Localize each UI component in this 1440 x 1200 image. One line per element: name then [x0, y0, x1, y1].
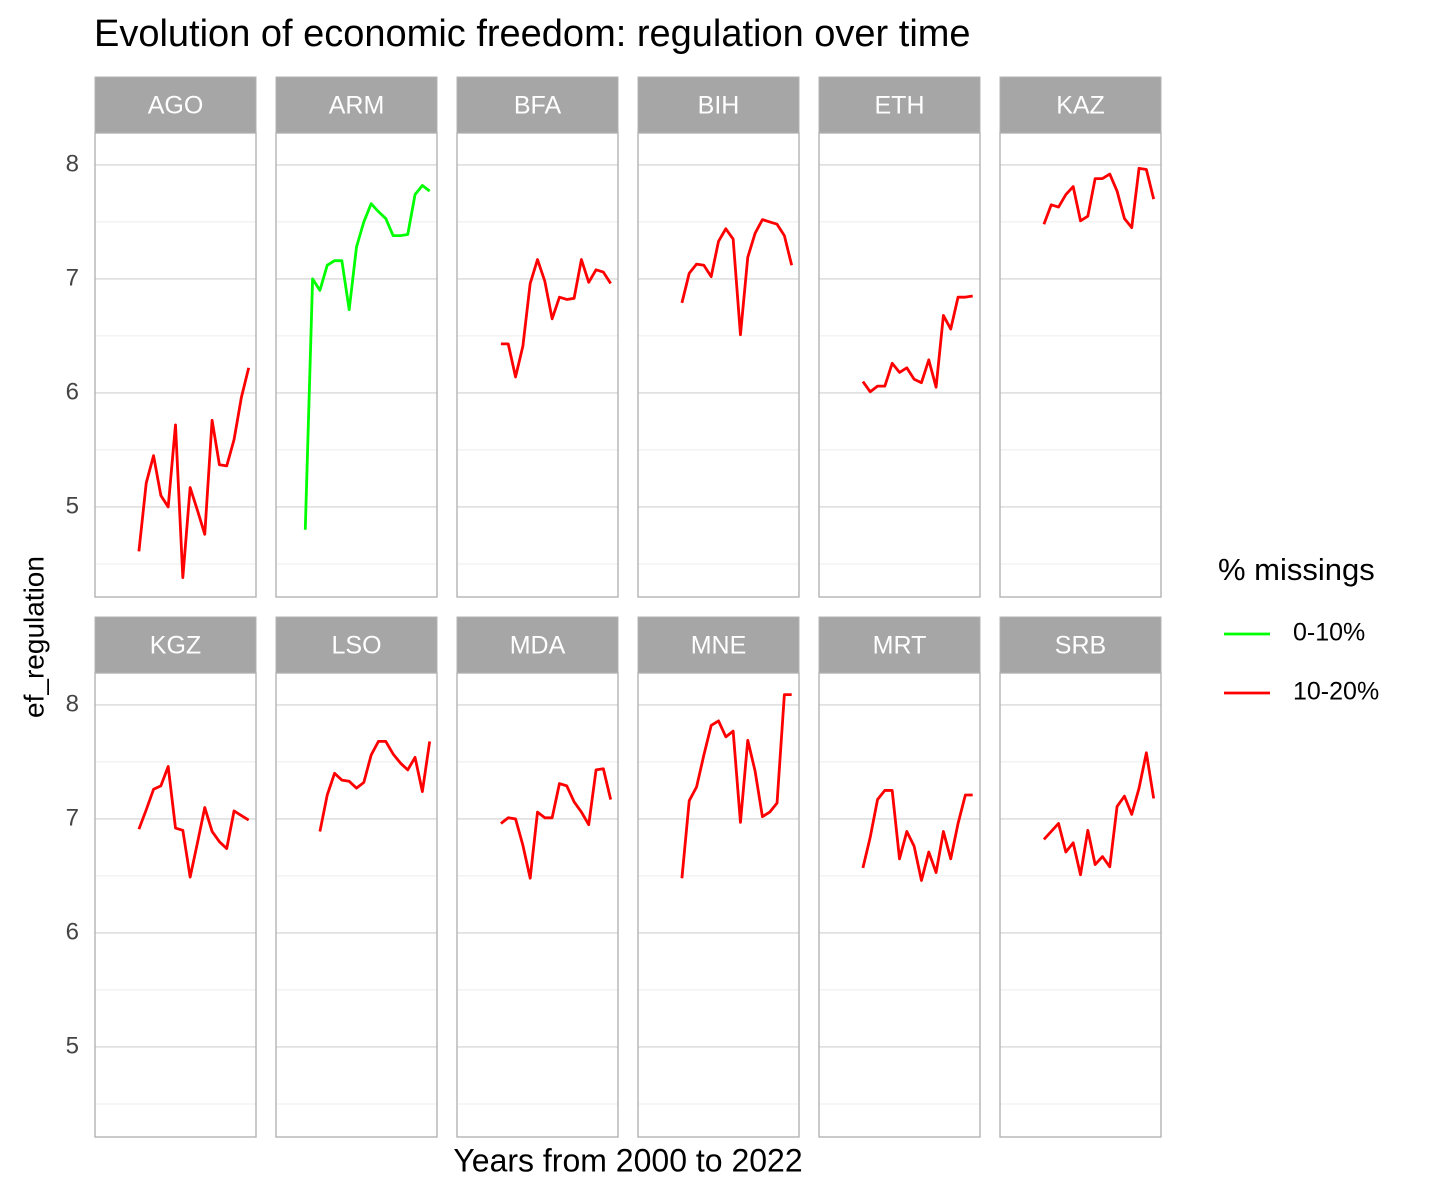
y-tick-label: 7	[66, 264, 79, 291]
legend-title: % missings	[1218, 552, 1375, 587]
facet-strip	[818, 616, 981, 674]
y-axis-label: ef_regulation	[18, 556, 49, 718]
facet-strip	[999, 76, 1162, 134]
panel-border	[637, 672, 800, 1138]
y-tick-label: 6	[66, 378, 79, 405]
panel-border	[999, 672, 1162, 1138]
panel-border	[456, 672, 619, 1138]
y-tick-label: 7	[66, 804, 79, 831]
facet-label: MDA	[510, 632, 566, 660]
legend-label: 10-20%	[1293, 678, 1379, 706]
facet-label: SRB	[1055, 632, 1106, 660]
facet-label: KAZ	[1056, 92, 1105, 120]
line	[1042, 751, 1156, 877]
panel-border	[999, 132, 1162, 598]
facet-strip	[94, 616, 257, 674]
line	[680, 218, 794, 337]
panel-border	[94, 672, 257, 1138]
y-tick-label: 5	[66, 492, 79, 519]
line	[500, 258, 612, 379]
y-tick-label: 6	[66, 918, 79, 945]
facet-strip	[456, 76, 619, 134]
panel-border	[456, 132, 619, 598]
facet-strip	[818, 76, 981, 134]
facet-strip	[999, 616, 1162, 674]
facet-label: ETH	[875, 92, 925, 120]
line	[318, 740, 432, 832]
facet-label: ARM	[329, 92, 385, 120]
y-tick-label: 5	[66, 1032, 79, 1059]
facet-label: MNE	[691, 632, 747, 660]
line	[861, 294, 973, 394]
panel-border	[94, 132, 257, 598]
panel-border	[818, 132, 981, 598]
facet-label: AGO	[148, 92, 204, 120]
facet-label: BFA	[514, 92, 562, 120]
facet-strip	[637, 616, 800, 674]
line	[680, 693, 792, 879]
facet-strip	[456, 616, 619, 674]
chart-title: Evolution of economic freedom: regulatio…	[94, 13, 971, 55]
panel-border	[637, 132, 800, 598]
panel-border	[818, 672, 981, 1138]
facet-label: BIH	[698, 92, 740, 120]
legend-label: 0-10%	[1293, 619, 1365, 647]
facet-strip	[275, 76, 438, 134]
line	[861, 789, 973, 882]
line	[500, 767, 613, 880]
line	[137, 367, 251, 580]
y-tick-label: 8	[66, 690, 79, 717]
panel-border	[275, 672, 438, 1138]
line	[137, 765, 250, 879]
facet-strip	[275, 616, 438, 674]
line	[303, 184, 431, 530]
x-axis-label: Years from 2000 to 2022	[453, 1142, 802, 1178]
facet-strip	[637, 76, 800, 134]
line	[1042, 166, 1156, 230]
facet-label: MRT	[873, 632, 927, 660]
facet-label: KGZ	[150, 632, 201, 660]
facet-label: LSO	[331, 632, 381, 660]
facet-strip	[94, 76, 257, 134]
y-tick-label: 8	[66, 150, 79, 177]
